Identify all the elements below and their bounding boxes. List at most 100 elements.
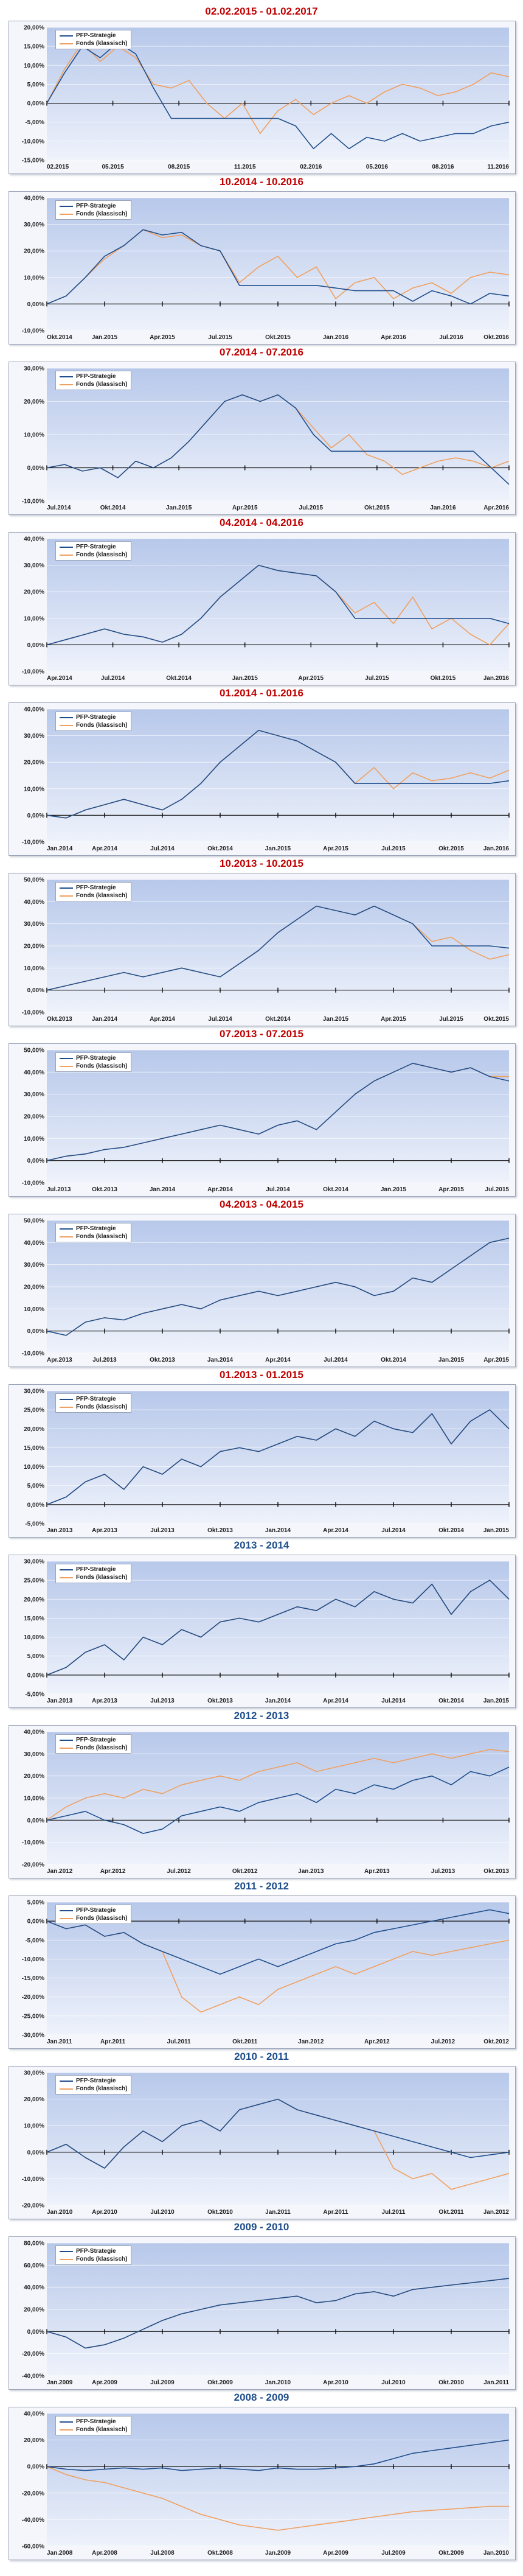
y-tick-label: 5,00% [27, 1653, 44, 1660]
y-tick-label: 50,00% [24, 1218, 44, 1225]
legend-swatch [60, 724, 73, 726]
legend: PFP-Strategie Fonds (klassisch) [55, 1905, 132, 1924]
x-tick-label: Jul.2009 [150, 2379, 175, 2386]
plot-area [47, 1902, 509, 2035]
x-tick-label: Apr.2015 [323, 845, 348, 852]
x-tick-label: Okt.2015 [431, 675, 456, 682]
x-tick-label: Apr.2008 [92, 2550, 117, 2557]
x-tick-label: Jul.2011 [382, 2209, 406, 2216]
x-tick-label: Jan.2014 [207, 1357, 234, 1363]
y-tick-label: 0,00% [27, 1502, 44, 1508]
series-line-strategy [46, 1909, 510, 1975]
chart-title: 10.2014 - 10.2016 [219, 176, 303, 187]
chart-title: 01.2014 - 01.2016 [219, 687, 303, 699]
legend-label: PFP-Strategie [76, 2077, 116, 2084]
y-tick-label: 40,00% [24, 899, 44, 906]
legend-item-strategy: PFP-Strategie [60, 202, 127, 210]
y-tick-label: 0,00% [27, 1158, 44, 1164]
legend-item-strategy: PFP-Strategie [60, 2077, 127, 2085]
chart-panel: 2008 - 2009 40,00% 20,00% 0,00% -20,00% -40,0… [0, 2391, 523, 2561]
y-tick-label: -20,00% [22, 1862, 44, 1869]
chart-panel: 04.2013 - 04.2015 50,00% 40,00% 30,00% 20,00… [0, 1198, 523, 1368]
series-line-strategy [46, 1580, 510, 1676]
legend-item-fund: Fonds (klassisch) [60, 551, 127, 559]
chart-panel: 07.2013 - 07.2015 50,00% 40,00% 30,00% 20,00… [0, 1027, 523, 1198]
legend: PFP-Strategie Fonds (klassisch) [55, 2245, 132, 2265]
x-tick-label: Jan.2010 [265, 2379, 291, 2386]
legend-label: Fonds (klassisch) [76, 2256, 128, 2263]
chart-panel: 10.2013 - 10.2015 50,00% 40,00% 30,00% 20,00… [0, 857, 523, 1027]
legend-item-strategy: PFP-Strategie [60, 1225, 127, 1233]
y-tick-label: 0,00% [27, 813, 44, 819]
legend-swatch [60, 716, 73, 718]
chart-title: 10.2013 - 10.2015 [219, 858, 303, 869]
x-tick-label: Apr.2014 [265, 1357, 291, 1363]
legend-label: PFP-Strategie [76, 1396, 116, 1402]
x-tick-label: Okt.2013 [207, 1698, 233, 1704]
legend-label: PFP-Strategie [76, 544, 116, 550]
legend: PFP-Strategie Fonds (klassisch) [55, 1223, 132, 1242]
chart-title: 2012 - 2013 [234, 1710, 289, 1721]
legend-label: Fonds (klassisch) [76, 2426, 128, 2433]
chart-svg: 50,00% 40,00% 30,00% 20,00% 10,00% 0,00% -10,0… [22, 877, 510, 1023]
chart-title: 07.2014 - 07.2016 [219, 346, 303, 358]
x-tick-label: Okt.2014 [438, 1527, 464, 1534]
y-tick-label: -60,00% [22, 2544, 44, 2550]
x-tick-label: Jul.2009 [381, 2550, 406, 2557]
x-tick-label: Okt.2014 [265, 1016, 291, 1023]
y-tick-label: -40,00% [22, 2517, 44, 2524]
y-tick-label: 5,00% [27, 82, 44, 88]
legend-swatch [60, 554, 73, 556]
legend-swatch [60, 1228, 73, 1230]
x-tick-label: Apr.2015 [483, 1357, 509, 1363]
x-tick-label: Jan.2012 [47, 1868, 73, 1875]
legend-swatch [60, 1398, 73, 1400]
y-tick-label: 10,00% [24, 965, 44, 972]
x-tick-label: Apr.2013 [364, 1868, 390, 1875]
y-tick-label: 40,00% [24, 1240, 44, 1247]
x-tick-label: Jan.2014 [265, 1527, 291, 1534]
y-tick-label: 20,00% [24, 2307, 44, 2314]
chart-panel: 2011 - 2012 5,00% 0,00% -5,00% -10,00% -15,00… [0, 1880, 523, 2050]
legend-item-fund: Fonds (klassisch) [60, 1403, 127, 1411]
x-tick-label: Okt.2013 [92, 1186, 117, 1193]
legend: PFP-Strategie Fonds (klassisch) [55, 371, 132, 390]
chart-panel: 2012 - 2013 40,00% 30,00% 20,00% 10,00% 0,00%… [0, 1709, 523, 1880]
x-tick-label: Jul.2014 [381, 1698, 406, 1704]
x-tick-label: Jan.2015 [483, 1527, 510, 1534]
x-tick-label: Jul.2015 [365, 675, 389, 682]
y-tick-label: 0,00% [27, 2464, 44, 2471]
chart-title: 01.2013 - 01.2015 [219, 1369, 303, 1381]
series-line-strategy [46, 1237, 510, 1336]
legend-label: PFP-Strategie [76, 32, 116, 39]
x-tick-label: Jul.2015 [485, 1186, 510, 1193]
legend: PFP-Strategie Fonds (klassisch) [55, 30, 132, 49]
x-tick-label: Okt.2014 [207, 845, 233, 852]
chart-svg: 40,00% 30,00% 20,00% 10,00% 0,00% -10,00% -20,… [22, 1729, 510, 1875]
legend-label: PFP-Strategie [76, 884, 116, 891]
y-tick-label: 0,00% [27, 465, 44, 472]
chart-frame: 20,00% 15,00% 10,00% 5,00% 0,00% -5,00% -10,00… [9, 21, 516, 174]
y-tick-label: 30,00% [24, 1091, 44, 1098]
y-tick-label: 30,00% [24, 1559, 44, 1566]
legend-swatch [60, 2258, 73, 2260]
x-tick-label: Apr.2014 [207, 1186, 233, 1193]
legend-item-fund: Fonds (klassisch) [60, 1062, 127, 1070]
x-tick-label: 11.2015 [234, 164, 256, 170]
legend: PFP-Strategie Fonds (klassisch) [55, 1052, 132, 1072]
y-tick-label: 20,00% [24, 1597, 44, 1603]
x-tick-label: Jul.2008 [150, 2550, 175, 2557]
y-tick-label: 10,00% [24, 1634, 44, 1641]
y-tick-label: 10,00% [24, 1306, 44, 1313]
legend-item-fund: Fonds (klassisch) [60, 2426, 127, 2434]
x-tick-label: Jan.2013 [47, 1527, 73, 1534]
x-tick-label: Apr.2014 [47, 675, 72, 682]
y-tick-label: 10,00% [24, 63, 44, 69]
x-tick-label: Apr.2014 [323, 1527, 348, 1534]
legend-swatch [60, 2429, 73, 2431]
y-tick-label: 0,00% [27, 987, 44, 994]
series-line-strategy [46, 2439, 510, 2471]
x-tick-label: Okt.2011 [232, 2039, 258, 2045]
chart-panel: 07.2014 - 07.2016 30,00% 20,00% 10,00% 0,00%… [0, 346, 523, 516]
x-tick-label: Jul.2010 [150, 2209, 175, 2216]
